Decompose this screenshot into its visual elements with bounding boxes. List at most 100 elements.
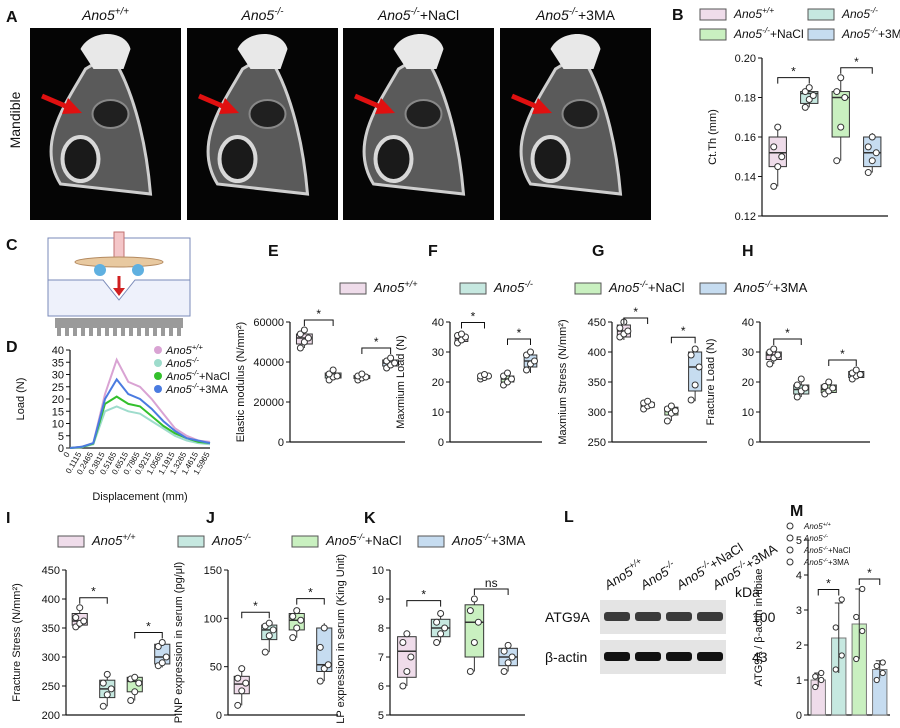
data-point <box>470 639 478 646</box>
data-point <box>770 345 778 353</box>
comb-bar <box>55 318 183 328</box>
root-canal <box>60 135 101 183</box>
comb-tooth <box>89 328 93 336</box>
data-point <box>296 344 304 352</box>
significance-mark: * <box>840 347 845 361</box>
legend-label: Ano5-/- <box>211 532 251 548</box>
data-point <box>873 676 880 684</box>
y-tick-label: 30 <box>742 347 754 359</box>
data-point <box>837 74 845 82</box>
panel-letter-f: F <box>428 243 438 260</box>
ct-title-2: Ano5-/-+NaCl <box>377 6 459 23</box>
group-legends: Ano5+/+ Ano5-/- Ano5-/-+NaCl Ano5-/-+3MA Ano… <box>57 5 900 548</box>
support-roller-right <box>132 264 144 276</box>
blot-band <box>666 652 692 661</box>
data-point <box>671 407 679 415</box>
data-point <box>458 330 465 338</box>
data-point <box>131 688 139 696</box>
data-point <box>481 371 488 378</box>
y-tick-label: 20 <box>742 377 754 389</box>
data-point <box>76 604 84 612</box>
comb-tooth <box>81 328 85 336</box>
data-point <box>691 345 699 353</box>
legend-swatch <box>177 535 205 548</box>
y-tick-label: 10 <box>432 407 444 419</box>
data-point <box>856 371 864 378</box>
y-axis-label: Fracture Load (N) <box>705 339 717 426</box>
significance-bracket <box>507 338 531 345</box>
data-point <box>774 351 782 359</box>
data-point <box>289 634 297 642</box>
significance-mark: * <box>867 566 872 580</box>
data-point <box>316 677 324 685</box>
significance-bracket <box>361 347 392 354</box>
legend-label: Ano5-/- <box>841 5 878 21</box>
legend-label: Ano5-/- <box>493 279 533 295</box>
y-axis-label: Maxmium Stress (N/mm²) <box>557 319 569 444</box>
blot-band-kda: 43 <box>752 649 768 665</box>
data-point <box>829 384 837 392</box>
tooth-crown <box>80 34 131 69</box>
y-tick-label: 2 <box>796 640 802 652</box>
y-tick-label: 4 <box>796 570 802 582</box>
blot-band-name: β-actin <box>545 649 587 665</box>
data-point <box>825 378 833 386</box>
legend-label: Ano5-/-+NaCl <box>165 369 230 383</box>
legend-label: Ano5+/+ <box>165 343 203 357</box>
y-tick-label: 30 <box>52 370 64 382</box>
y-tick-label: 8 <box>378 623 384 635</box>
data-point <box>624 327 632 335</box>
data-point <box>774 123 782 131</box>
red-arrowhead-icon <box>532 98 552 114</box>
chart-panel-j: J 0 50 100 150 PINP expression in serum (pg/μ… <box>173 510 338 723</box>
data-point <box>852 366 860 374</box>
data-point <box>801 103 809 111</box>
blot-lane-label-0: Ano5+/+ <box>600 556 646 593</box>
data-point <box>289 612 297 620</box>
mandible-row-label: Mandible <box>7 91 23 148</box>
data-point <box>293 624 301 632</box>
data-point <box>805 84 813 92</box>
legend-swatch <box>699 28 727 41</box>
panel-l-western-blot: L Ano5+/+Ano5-/-Ano5-/-+NaClAno5-/-+3MAk… <box>545 509 780 674</box>
data-point <box>868 133 876 141</box>
y-tick-label: 20000 <box>253 397 284 409</box>
significance-bracket <box>79 597 108 604</box>
data-point <box>523 366 530 374</box>
data-point <box>879 669 886 677</box>
chart-panel-e: E 0 20000 40000 60000 Elastic modulus (N/mm²)… <box>235 243 405 449</box>
significance-bracket <box>303 319 334 326</box>
data-point <box>805 95 813 103</box>
data-point <box>809 92 817 100</box>
significance-mark: * <box>91 585 96 599</box>
data-point <box>778 153 786 161</box>
tooth-crown <box>550 34 601 69</box>
data-point <box>667 402 675 410</box>
data-point <box>832 624 839 631</box>
legend-marker <box>154 346 162 354</box>
data-point <box>261 648 269 656</box>
legend-marker <box>786 522 794 530</box>
blot-band-name: ATG9A <box>545 609 591 625</box>
y-axis-label: Load (N) <box>15 378 27 421</box>
data-point <box>687 396 695 404</box>
significance-mark: * <box>146 620 151 634</box>
data-point <box>300 326 308 334</box>
data-point <box>234 674 242 682</box>
y-tick-label: 1 <box>796 675 802 687</box>
root-canal <box>530 135 571 183</box>
chart-panel-b: B 0.12 0.14 0.16 0.18 0.20 Ct.Th (mm) * * <box>672 7 888 223</box>
panel-letter-d: D <box>6 339 18 356</box>
trabecular-space <box>248 99 287 129</box>
data-point <box>879 659 886 666</box>
legend-label: Ano5-/-+3MA <box>733 279 808 295</box>
data-point <box>873 662 880 670</box>
red-arrowhead-icon <box>219 98 239 114</box>
chart-panel-h: H 0 10 20 30 40 Fracture Load (N) * * <box>705 243 870 449</box>
red-arrowhead-icon <box>375 98 395 114</box>
legend-label: Ano5-/-+NaCl <box>325 532 402 548</box>
y-tick-label: 35 <box>52 357 64 369</box>
data-point <box>316 643 324 651</box>
data-point <box>269 626 277 634</box>
